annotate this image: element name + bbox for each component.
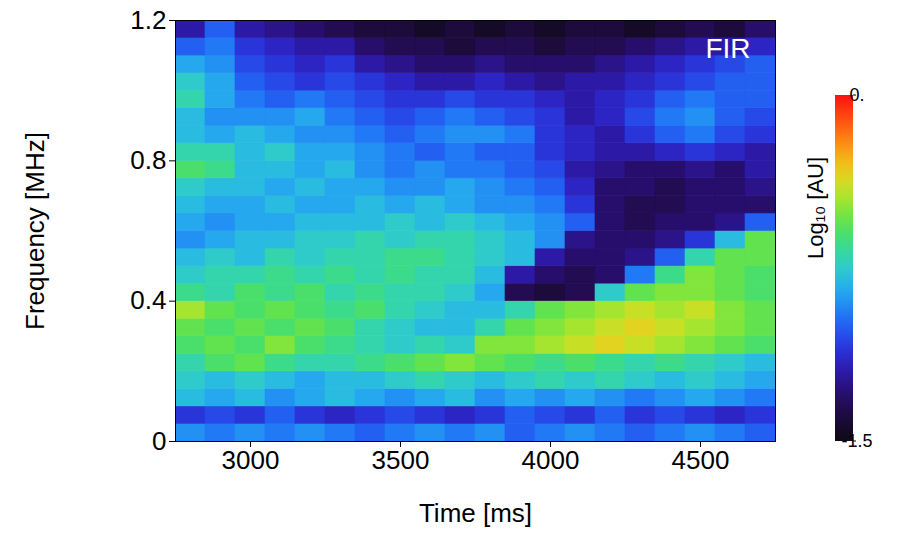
svg-text:0.: 0. bbox=[849, 85, 864, 105]
svg-text:0: 0 bbox=[152, 426, 166, 456]
svg-text:Log₁₀ [AU]: Log₁₀ [AU] bbox=[803, 157, 828, 259]
svg-text:FIR: FIR bbox=[705, 33, 750, 64]
svg-text:3500: 3500 bbox=[372, 445, 430, 475]
svg-text:4500: 4500 bbox=[672, 445, 730, 475]
svg-text:Frequency [MHz]: Frequency [MHz] bbox=[20, 132, 50, 330]
svg-text:4000: 4000 bbox=[522, 445, 580, 475]
svg-text:-1.5: -1.5 bbox=[841, 431, 872, 451]
svg-text:3000: 3000 bbox=[222, 445, 280, 475]
svg-text:0.8: 0.8 bbox=[130, 145, 166, 175]
svg-text:1.2: 1.2 bbox=[130, 5, 166, 35]
svg-text:Time [ms]: Time [ms] bbox=[419, 498, 532, 528]
svg-text:0.4: 0.4 bbox=[130, 285, 166, 315]
